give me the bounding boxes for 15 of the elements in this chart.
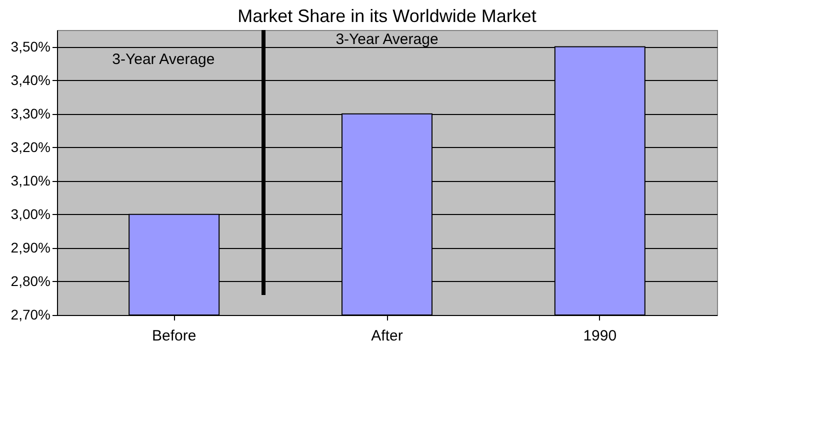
y-tick-label: 2,80% xyxy=(10,272,50,289)
y-tick-label: 2,70% xyxy=(10,306,50,322)
x-tick-label: 1990 xyxy=(583,328,617,344)
x-tick-label: Before xyxy=(152,328,196,344)
chart-title: Market Share in its Worldwide Market xyxy=(238,6,536,26)
y-tick-label: 3,10% xyxy=(10,172,50,188)
annotation: 3-Year Average xyxy=(112,51,215,68)
y-tick-label: 2,90% xyxy=(10,239,50,256)
y-tick-label: 3,50% xyxy=(10,38,50,54)
annotation: 3-Year Average xyxy=(336,31,438,48)
y-tick-label: 3,00% xyxy=(10,206,50,222)
y-tick-label: 3,20% xyxy=(10,138,50,155)
y-tick-label: 3,30% xyxy=(10,105,50,122)
x-tick-label: After xyxy=(371,328,403,344)
y-tick-label: 3,40% xyxy=(10,72,50,88)
